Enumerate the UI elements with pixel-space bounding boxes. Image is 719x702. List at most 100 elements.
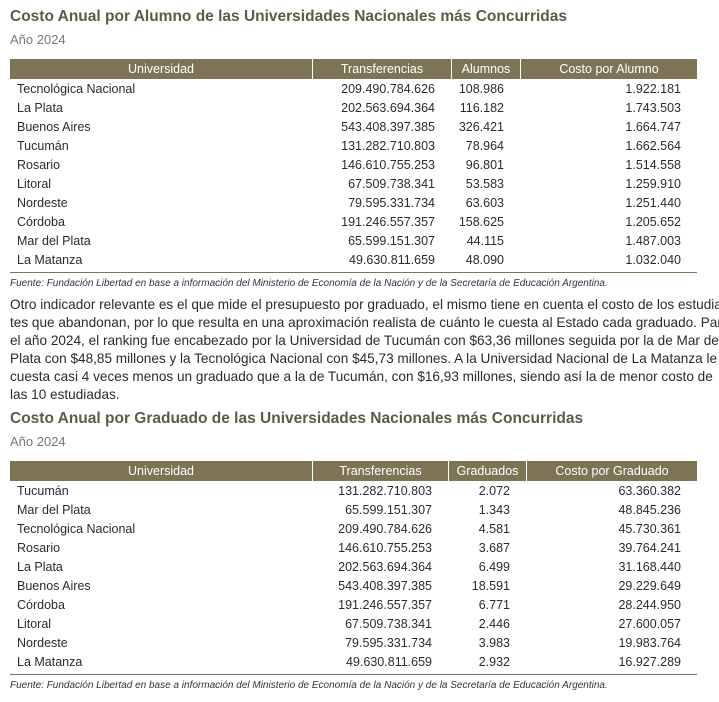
header-cell: Graduados: [448, 461, 526, 481]
number-cell: 326.421: [458, 120, 504, 134]
source-note: Fuente: Fundación Libertad en base a inf…: [10, 278, 608, 289]
name-cell: Córdoba: [17, 215, 65, 229]
name-cell: Buenos Aires: [17, 120, 91, 134]
number-cell: 543.408.397.385: [341, 120, 435, 134]
section-title: Costo Anual por Graduado de las Universi…: [10, 410, 584, 427]
number-cell: 4.581: [478, 522, 510, 536]
number-cell: 6.499: [478, 560, 510, 574]
header-cell: Costo por Graduado: [526, 461, 697, 481]
name-cell: Litoral: [17, 177, 52, 191]
number-cell: 6.771: [478, 598, 510, 612]
table-bottom-rule: [10, 674, 697, 675]
header-cell: Alumnos: [451, 59, 520, 79]
number-cell: 49.630.811.659: [346, 655, 432, 669]
number-cell: 29.229.649: [618, 579, 681, 593]
name-cell: Tecnológica Nacional: [17, 522, 136, 536]
number-cell: 16.927.289: [618, 655, 681, 669]
number-cell: 1.514.558: [625, 158, 681, 172]
number-cell: 146.610.755.253: [341, 158, 435, 172]
header-cell: Costo por Alumno: [520, 59, 697, 79]
number-cell: 96.801: [465, 158, 504, 172]
number-cell: 1.343: [478, 503, 510, 517]
name-cell: Rosario: [17, 541, 61, 555]
number-cell: 108.986: [458, 82, 504, 96]
header-cell: Universidad: [127, 62, 194, 76]
paragraph-line: el año 2024, el ranking fue encabezado p…: [10, 333, 719, 348]
paragraph-line: cuesta casi 4 veces menos un graduado qu…: [10, 369, 713, 384]
number-cell: 1.487.003: [625, 234, 681, 248]
name-cell: Buenos Aires: [17, 579, 91, 593]
number-cell: 67.509.738.341: [348, 177, 435, 191]
number-cell: 1.205.652: [625, 215, 681, 229]
number-cell: 44.115: [466, 234, 504, 248]
number-cell: 65.599.151.307: [345, 503, 432, 517]
number-cell: 543.408.397.385: [338, 579, 432, 593]
number-cell: 31.168.440: [618, 560, 681, 574]
number-cell: 63.360.382: [618, 484, 681, 498]
number-cell: 209.490.784.626: [341, 82, 435, 96]
number-cell: 53.583: [465, 177, 504, 191]
number-cell: 3.687: [478, 541, 510, 555]
number-cell: 131.282.710.803: [338, 484, 432, 498]
paragraph-line: Otro indicador relevante es el que mide …: [10, 297, 719, 312]
number-cell: 191.246.557.357: [338, 598, 432, 612]
number-cell: 65.599.151.307: [348, 234, 435, 248]
number-cell: 67.509.738.341: [345, 617, 432, 631]
name-cell: La Matanza: [17, 253, 83, 267]
name-cell: La Matanza: [17, 655, 83, 669]
name-cell: Mar del Plata: [17, 234, 91, 248]
table-header: [10, 461, 697, 481]
paragraph-line: tes que abandonan, por lo que resulta en…: [10, 315, 719, 330]
number-cell: 146.610.755.253: [338, 541, 432, 555]
number-cell: 1.259.910: [625, 177, 681, 191]
section-title: Costo Anual por Alumno de las Universida…: [10, 8, 567, 25]
section-subtitle: Año 2024: [10, 434, 66, 449]
number-cell: 158.625: [458, 215, 504, 229]
name-cell: Nordeste: [17, 196, 68, 210]
number-cell: 79.595.331.734: [348, 196, 435, 210]
name-cell: Córdoba: [17, 598, 65, 612]
name-cell: Litoral: [17, 617, 52, 631]
number-cell: 19.983.764: [618, 636, 681, 650]
number-cell: 28.244.950: [618, 598, 681, 612]
number-cell: 27.600.057: [618, 617, 681, 631]
number-cell: 1.743.503: [625, 101, 681, 115]
number-cell: 2.072: [478, 484, 510, 498]
number-cell: 48.845.236: [618, 503, 681, 517]
number-cell: 18.591: [471, 579, 510, 593]
number-cell: 209.490.784.626: [338, 522, 432, 536]
table-bottom-rule: [10, 272, 697, 273]
number-cell: 63.603: [465, 196, 504, 210]
section-subtitle: Año 2024: [10, 32, 66, 47]
number-cell: 1.251.440: [625, 196, 681, 210]
name-cell: Mar del Plata: [17, 503, 91, 517]
paragraph-line: las 10 estudiadas.: [10, 387, 120, 402]
name-cell: Rosario: [17, 158, 61, 172]
name-cell: Nordeste: [17, 636, 68, 650]
name-cell: Tucumán: [17, 484, 69, 498]
number-cell: 45.730.361: [618, 522, 681, 536]
number-cell: 1.662.564: [625, 139, 681, 153]
number-cell: 116.182: [459, 101, 504, 115]
number-cell: 1.664.747: [625, 120, 681, 134]
name-cell: La Plata: [17, 560, 63, 574]
number-cell: 131.282.710.803: [341, 139, 435, 153]
number-cell: 79.595.331.734: [345, 636, 432, 650]
header-cell: Transferencias: [312, 59, 451, 79]
name-cell: Tucumán: [17, 139, 69, 153]
number-cell: 3.983: [478, 636, 510, 650]
source-note: Fuente: Fundación Libertad en base a inf…: [10, 680, 608, 691]
name-cell: La Plata: [17, 101, 63, 115]
number-cell: 48.090: [465, 253, 504, 267]
table-header: [10, 59, 697, 79]
name-cell: Tecnológica Nacional: [17, 82, 136, 96]
number-cell: 39.764.241: [618, 541, 681, 555]
number-cell: 49.630.811.659: [349, 253, 435, 267]
number-cell: 1.032.040: [625, 253, 681, 267]
number-cell: 191.246.557.357: [341, 215, 435, 229]
paragraph-line: Plata con $48,85 millones y la Tecnológi…: [10, 351, 718, 366]
number-cell: 202.563.694.364: [341, 101, 435, 115]
number-cell: 2.446: [478, 617, 510, 631]
header-cell: Transferencias: [312, 461, 448, 481]
